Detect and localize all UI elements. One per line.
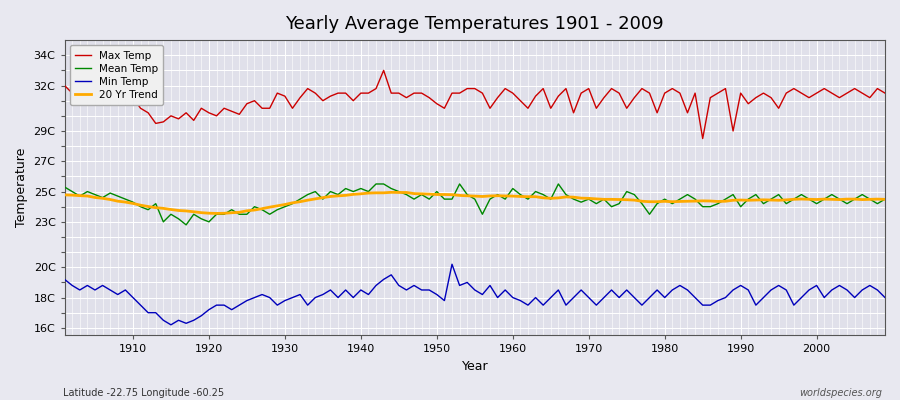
- Mean Temp: [340, 186, 351, 191]
- Mean Temp: [515, 192, 526, 197]
- Max Temp: [515, 98, 526, 103]
- Max Temp: [606, 86, 616, 91]
- Max Temp: [333, 91, 344, 96]
- Mean Temp: [59, 185, 70, 190]
- X-axis label: Year: Year: [462, 360, 488, 373]
- Max Temp: [59, 83, 70, 88]
- 20 Yr Trend: [614, 197, 625, 202]
- Min Temp: [59, 277, 70, 282]
- Mean Temp: [371, 182, 382, 186]
- Max Temp: [879, 91, 890, 96]
- Mean Temp: [523, 197, 534, 202]
- Line: Mean Temp: Mean Temp: [65, 184, 885, 225]
- Min Temp: [166, 322, 176, 327]
- 20 Yr Trend: [340, 193, 351, 198]
- Min Temp: [446, 262, 457, 267]
- Mean Temp: [879, 197, 890, 202]
- Min Temp: [879, 295, 890, 300]
- Max Temp: [508, 91, 518, 96]
- Max Temp: [698, 136, 708, 141]
- 20 Yr Trend: [59, 192, 70, 197]
- Min Temp: [294, 292, 305, 297]
- Title: Yearly Average Temperatures 1901 - 2009: Yearly Average Temperatures 1901 - 2009: [285, 15, 664, 33]
- 20 Yr Trend: [523, 194, 534, 199]
- Mean Temp: [614, 201, 625, 206]
- 20 Yr Trend: [515, 194, 526, 199]
- Max Temp: [120, 101, 130, 106]
- Mean Temp: [120, 197, 130, 202]
- 20 Yr Trend: [879, 197, 890, 202]
- Min Temp: [340, 288, 351, 292]
- Line: Min Temp: Min Temp: [65, 264, 885, 325]
- Min Temp: [515, 298, 526, 303]
- Mean Temp: [181, 222, 192, 227]
- Max Temp: [378, 68, 389, 73]
- 20 Yr Trend: [294, 199, 305, 204]
- 20 Yr Trend: [386, 190, 397, 195]
- Y-axis label: Temperature: Temperature: [15, 148, 28, 228]
- Text: Latitude -22.75 Longitude -60.25: Latitude -22.75 Longitude -60.25: [63, 388, 224, 398]
- Line: Max Temp: Max Temp: [65, 70, 885, 138]
- Max Temp: [287, 106, 298, 111]
- 20 Yr Trend: [120, 200, 130, 204]
- Min Temp: [614, 295, 625, 300]
- 20 Yr Trend: [212, 211, 222, 216]
- Min Temp: [120, 288, 130, 292]
- Min Temp: [523, 303, 534, 308]
- Text: worldspecies.org: worldspecies.org: [799, 388, 882, 398]
- Line: 20 Yr Trend: 20 Yr Trend: [65, 192, 885, 214]
- Legend: Max Temp, Mean Temp, Min Temp, 20 Yr Trend: Max Temp, Mean Temp, Min Temp, 20 Yr Tre…: [70, 45, 163, 105]
- Mean Temp: [294, 197, 305, 202]
